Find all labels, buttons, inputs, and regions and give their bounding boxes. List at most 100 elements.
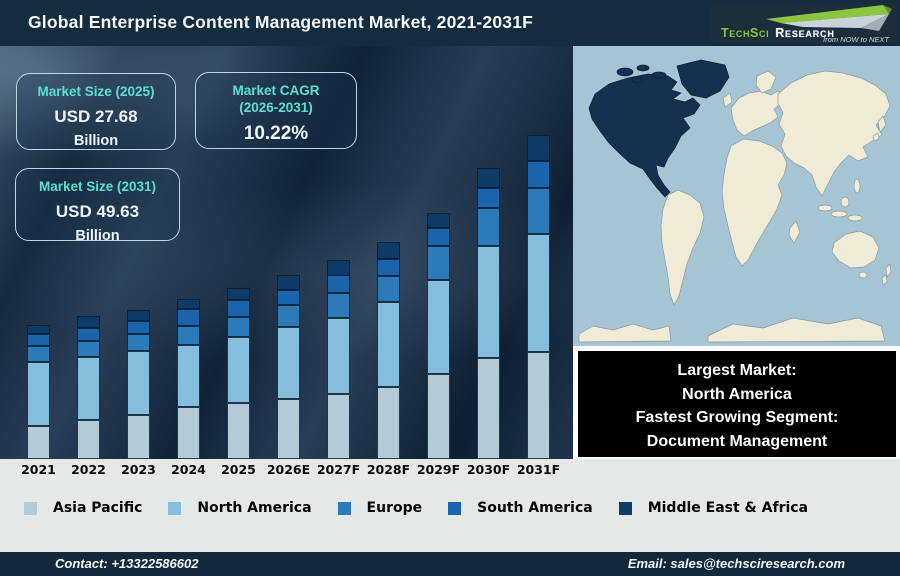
bar-2024-middle-east-africa (177, 298, 200, 309)
bar-2023-europe (127, 333, 150, 352)
stacked-bar-chart (0, 46, 573, 459)
bar-2030F-middle-east-africa (477, 167, 500, 189)
logo-arrow-icon (766, 5, 892, 31)
bar-2025-asia-pacific (227, 403, 250, 459)
legend-item-south-america: South America (448, 500, 593, 516)
map-south-america (660, 189, 705, 306)
market-size-2025-label: Market Size (2025) (37, 84, 155, 99)
x-axis-label-2026e: 2026E (266, 462, 311, 477)
bar-2023-asia-pacific (127, 415, 150, 459)
chart-legend: Asia Pacific North America Europe South Ame… (24, 500, 808, 516)
map-borneo (840, 196, 850, 208)
page-title: Global Enterprise Content Management Mar… (28, 12, 534, 32)
bar-2028F-south-america (377, 258, 400, 276)
bar-2028F-asia-pacific (377, 386, 400, 459)
market-size-2025-box: Market Size (2025) USD 27.68 Billion (16, 73, 176, 150)
bar-2024-europe (177, 325, 200, 345)
map-europe (730, 90, 785, 137)
map-arctic-island-4 (631, 76, 643, 84)
map-new-zealand-south (881, 274, 888, 286)
legend-swatch (168, 501, 182, 515)
bar-2031F-south-america (527, 161, 550, 189)
bar-2029F-europe (427, 246, 450, 280)
market-cagr-box: Market CAGR (2026-2031) 10.22% (195, 72, 357, 149)
bar-2028F-north-america (377, 301, 400, 387)
map-philippines (853, 178, 861, 194)
x-axis-label-2029f: 2029F (416, 462, 461, 477)
market-size-2031-box: Market Size (2031) USD 49.63 Billion (15, 168, 180, 244)
map-indonesia-1 (817, 204, 833, 212)
x-axis-label-2021: 2021 (21, 462, 56, 477)
map-antarctica (578, 323, 672, 343)
bar-2030F-europe (477, 207, 500, 247)
market-size-2025-value: USD 27.68 (54, 107, 138, 126)
x-axis-label-2028f: 2028F (366, 462, 411, 477)
bar-2030F-asia-pacific (477, 357, 500, 459)
bar-2029F-middle-east-africa (427, 212, 450, 229)
market-size-2031-value: USD 49.63 (55, 202, 140, 221)
bar-2021-asia-pacific (27, 426, 50, 459)
bar-2028F-middle-east-africa (377, 242, 400, 259)
legend-item-middle-east-africa: Middle East & Africa (618, 500, 809, 516)
bar-2030F-south-america (477, 188, 500, 208)
map-arctic-island-1 (616, 67, 634, 77)
bar-2021-middle-east-africa (27, 324, 50, 334)
logo-brand-secondary: Research (775, 26, 835, 40)
map-new-zealand (885, 263, 892, 278)
map-madagascar (788, 220, 801, 244)
market-size-2031-unit: Billion (75, 228, 120, 244)
bar-2027F-asia-pacific (327, 393, 350, 459)
title-bar: Global Enterprise Content Management Mar… (0, 0, 900, 46)
bar-2031F-middle-east-africa (527, 135, 550, 162)
bar-2030F-north-america (477, 246, 500, 358)
map-indonesia-3 (847, 214, 863, 222)
bar-2024-asia-pacific (177, 406, 200, 459)
callout-line-fastest-segment: Fastest Growing Segment: (635, 409, 839, 426)
contact-phone: Contact: +13322586602 (55, 556, 199, 571)
bar-2022-asia-pacific (77, 419, 100, 459)
x-axis-label-2025: 2025 (221, 462, 256, 477)
legend-label: Asia Pacific (53, 500, 143, 516)
map-arctic-island-3 (651, 71, 667, 79)
bar-2031F-north-america (527, 234, 550, 353)
x-axis-label-2022: 2022 (71, 462, 106, 477)
bar-2022-europe (77, 340, 100, 358)
bar-2027F-europe (327, 292, 350, 319)
bar-2029F-south-america (427, 228, 450, 247)
legend-item-north-america: North America (168, 500, 312, 516)
bar-2026E-europe (277, 304, 300, 327)
map-australia (831, 230, 880, 269)
bar-2027F-middle-east-africa (327, 260, 350, 276)
bar-2023-south-america (127, 321, 150, 334)
map-uk (722, 92, 733, 108)
map-japan (877, 115, 887, 133)
world-map (573, 46, 900, 346)
market-cagr-value: 10.22% (243, 123, 309, 144)
map-asia (777, 70, 891, 197)
bar-2031F-asia-pacific (527, 352, 550, 459)
legend-label: South America (477, 500, 593, 516)
legend-label: Middle East & Africa (647, 500, 809, 516)
map-scandinavia (755, 70, 777, 94)
bar-2028F-europe (377, 275, 400, 302)
map-greenland-highlight (676, 59, 730, 99)
bar-2025-europe (227, 317, 250, 337)
legend-label: North America (197, 500, 312, 516)
map-antarctica-east (707, 317, 886, 343)
bar-2022-south-america (77, 328, 100, 341)
callout-line-largest-market: Largest Market: (677, 362, 797, 379)
legend-swatch (448, 501, 462, 515)
legend-item-asia-pacific: Asia Pacific (24, 500, 142, 516)
map-japan-south (872, 132, 880, 142)
map-north-america-highlight (588, 73, 701, 198)
map-africa (721, 138, 788, 267)
bar-2023-north-america (127, 351, 150, 415)
bar-2021-north-america (27, 362, 50, 427)
legend-label: Europe (366, 500, 423, 516)
map-arctic-island-2 (636, 64, 650, 72)
market-size-2031-label: Market Size (2031) (38, 179, 157, 194)
callout-frame: Largest Market: North America Fastest Gr… (573, 346, 900, 459)
legend-swatch (24, 501, 37, 515)
bottom-strip: 2021 2022 2023 2024 2025 2026E 2027F 2028F 2029F… (0, 459, 900, 552)
